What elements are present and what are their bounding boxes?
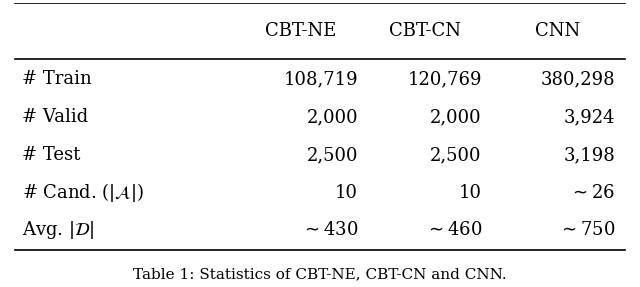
Text: $\sim$460: $\sim$460 <box>424 222 482 239</box>
Text: $\sim$26: $\sim$26 <box>569 184 615 202</box>
Text: # Cand. ($|\mathcal{A}|$): # Cand. ($|\mathcal{A}|$) <box>22 181 144 204</box>
Text: 2,000: 2,000 <box>307 108 358 126</box>
Text: 10: 10 <box>335 184 358 202</box>
Text: Avg. $|\mathcal{D}|$: Avg. $|\mathcal{D}|$ <box>22 220 94 241</box>
Text: $\sim$750: $\sim$750 <box>558 222 615 239</box>
Text: # Train: # Train <box>22 70 92 88</box>
Text: 2,000: 2,000 <box>430 108 482 126</box>
Text: 108,719: 108,719 <box>284 70 358 88</box>
Text: Table 1: Statistics of CBT-NE, CBT-CN and CNN.: Table 1: Statistics of CBT-NE, CBT-CN an… <box>133 267 507 281</box>
Text: CBT-CN: CBT-CN <box>388 22 461 40</box>
Text: 380,298: 380,298 <box>540 70 615 88</box>
Text: 3,198: 3,198 <box>563 146 615 164</box>
Text: $\sim$430: $\sim$430 <box>301 222 358 239</box>
Text: # Valid: # Valid <box>22 108 88 126</box>
Text: 2,500: 2,500 <box>307 146 358 164</box>
Text: CBT-NE: CBT-NE <box>265 22 337 40</box>
Text: CNN: CNN <box>535 22 580 40</box>
Text: # Test: # Test <box>22 146 80 164</box>
Text: 3,924: 3,924 <box>563 108 615 126</box>
Text: 2,500: 2,500 <box>430 146 482 164</box>
Text: 10: 10 <box>459 184 482 202</box>
Text: 120,769: 120,769 <box>407 70 482 88</box>
